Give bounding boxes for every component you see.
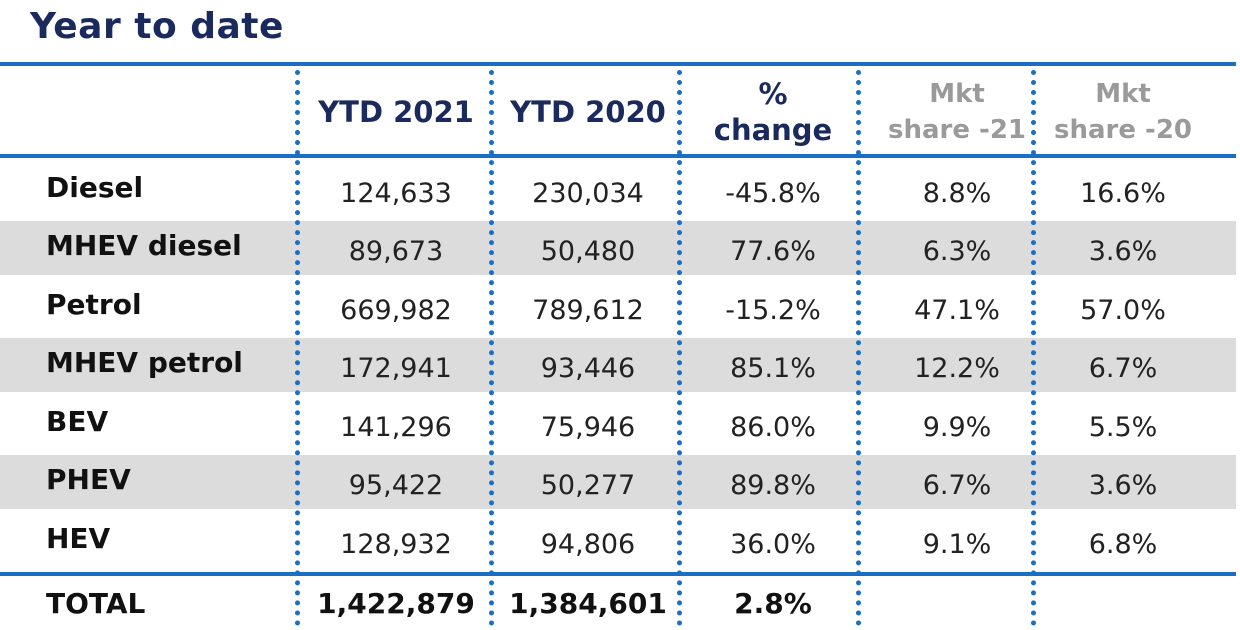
- column-header: YTD 2020: [498, 70, 678, 154]
- table-cell: 89.8%: [730, 470, 816, 502]
- total-rule: [0, 572, 1236, 576]
- table-cell: 16.6%: [1080, 177, 1166, 209]
- table-cell: 12.2%: [914, 353, 1000, 385]
- total-cell: 1,384,601: [509, 586, 667, 620]
- total-cell: 1,422,879: [317, 586, 475, 620]
- table-cell: -45.8%: [725, 177, 821, 209]
- column-header-line: YTD 2021: [318, 95, 474, 129]
- column-separator: [489, 70, 494, 626]
- total-cell: 2.8%: [734, 586, 812, 620]
- table-cell: 8.8%: [922, 177, 992, 209]
- table-cell: 5.5%: [1088, 411, 1158, 443]
- table-cell: 172,941: [340, 353, 452, 385]
- column-header-line: Mkt: [1095, 79, 1151, 109]
- table-cell: -15.2%: [725, 294, 821, 326]
- total-cell: [1033, 576, 1213, 630]
- column-header: Mkt share -20: [1033, 70, 1213, 154]
- row-label: HEV: [46, 521, 111, 555]
- table-cell: 669,982: [340, 294, 452, 326]
- table-cell: 50,480: [540, 236, 636, 268]
- table-cell: 47.1%: [914, 294, 1000, 326]
- column-header-line: share -21: [887, 115, 1026, 145]
- row-stripe: [0, 454, 1236, 509]
- table-cell: 86.0%: [730, 411, 816, 443]
- column-separator: [677, 70, 682, 626]
- column-header: % change: [688, 70, 858, 154]
- table-cell: 3.6%: [1088, 236, 1158, 268]
- row-label: MHEV petrol: [46, 346, 243, 380]
- table-cell: 124,633: [340, 177, 452, 209]
- table-cell: 95,422: [348, 470, 444, 502]
- table-cell: 94,806: [540, 528, 636, 560]
- column-header-line: share -20: [1053, 115, 1192, 145]
- table-cell: 789,612: [532, 294, 644, 326]
- row-label: BEV: [46, 404, 109, 438]
- header-rule: [0, 154, 1236, 158]
- table-cell: 141,296: [340, 411, 452, 443]
- table-cell: 9.9%: [922, 411, 992, 443]
- column-header-line: %: [758, 77, 788, 111]
- column-separator: [295, 70, 300, 626]
- column-separator: [1031, 70, 1036, 626]
- column-header-line: YTD 2020: [510, 95, 666, 129]
- table-cell: 6.8%: [1088, 528, 1158, 560]
- table-cell: 93,446: [540, 353, 636, 385]
- row-stripe: [0, 337, 1236, 392]
- table-cell: 50,277: [540, 470, 636, 502]
- table-cell: 230,034: [532, 177, 644, 209]
- table-cell: 85.1%: [730, 353, 816, 385]
- page-title: Year to date: [30, 6, 284, 47]
- column-header-line: Mkt: [929, 79, 985, 109]
- table-cell: 3.6%: [1088, 470, 1158, 502]
- row-label: Diesel: [46, 170, 144, 204]
- table-cell: 9.1%: [922, 528, 992, 560]
- table-cell: 128,932: [340, 528, 452, 560]
- row-label: MHEV diesel: [46, 229, 242, 263]
- table-cell: 75,946: [540, 411, 636, 443]
- row-label: PHEV: [46, 463, 131, 497]
- row-label: Petrol: [46, 287, 142, 321]
- total-label: TOTAL: [46, 586, 146, 620]
- table-cell: 89,673: [348, 236, 444, 268]
- column-header: Mkt share -21: [872, 70, 1042, 154]
- column-header: YTD 2021: [301, 70, 491, 154]
- row-stripe: [0, 220, 1236, 275]
- column-separator: [856, 70, 861, 626]
- table-cell: 6.7%: [922, 470, 992, 502]
- table-cell: 77.6%: [730, 236, 816, 268]
- column-header-line: change: [713, 113, 833, 147]
- total-cell: [872, 576, 1042, 630]
- table-cell: 57.0%: [1080, 294, 1166, 326]
- table-cell: 6.7%: [1088, 353, 1158, 385]
- table-cell: 36.0%: [730, 528, 816, 560]
- top-rule: [0, 62, 1236, 66]
- table-cell: 6.3%: [922, 236, 992, 268]
